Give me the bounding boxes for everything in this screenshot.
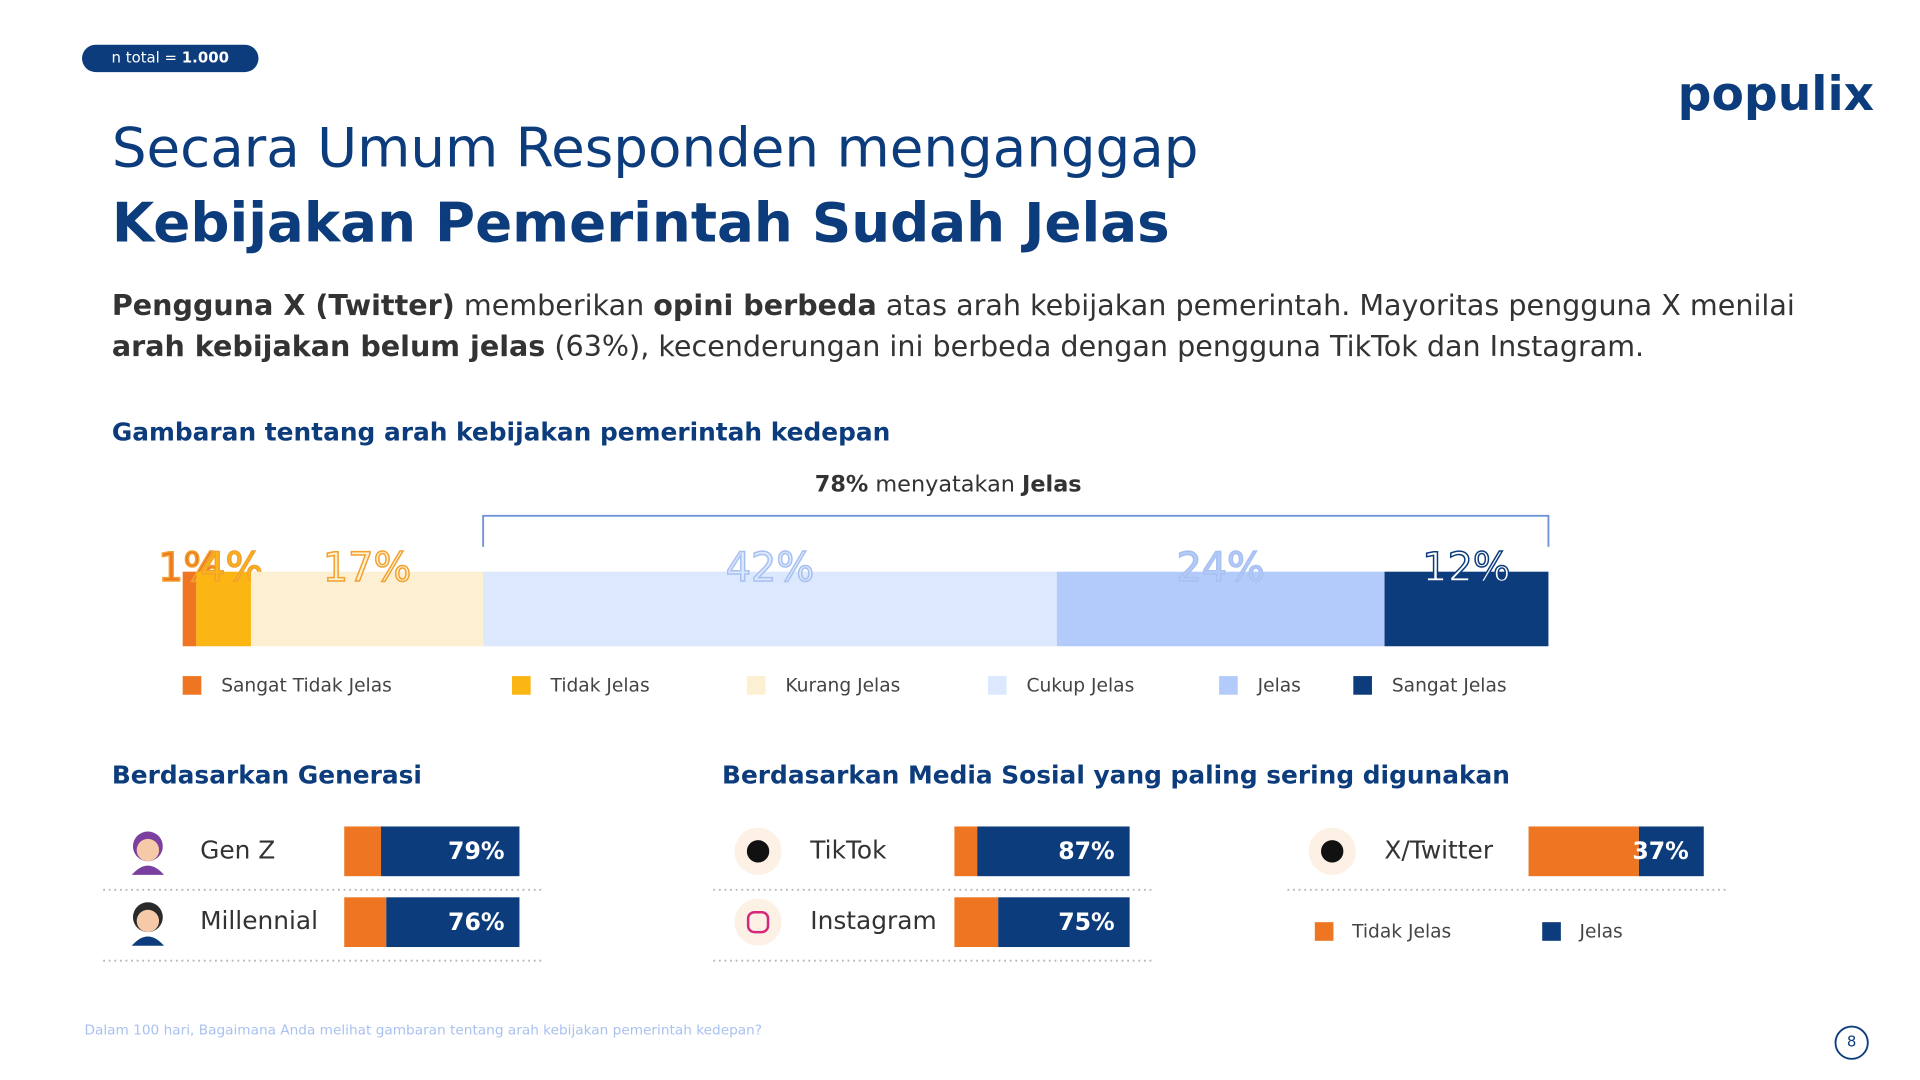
avatar-face bbox=[136, 838, 160, 862]
title-line1: Secara Umum Responden menganggap bbox=[112, 116, 1199, 180]
paragraph-line-segment: Pengguna X (Twitter) bbox=[112, 288, 455, 322]
icon-glyph bbox=[1321, 840, 1344, 863]
category-label: Millennial bbox=[200, 906, 318, 935]
legend-swatch bbox=[182, 676, 202, 695]
category-label: TikTok bbox=[809, 835, 887, 864]
bar-segment bbox=[1384, 571, 1549, 647]
bar-segment bbox=[386, 897, 520, 948]
avatar-body bbox=[131, 865, 165, 875]
category-label: Gen Z bbox=[200, 835, 275, 864]
avatar-body bbox=[131, 936, 165, 946]
annotation-segment: Jelas bbox=[1020, 471, 1082, 497]
badge-bg bbox=[82, 44, 259, 73]
icon-glyph bbox=[746, 910, 770, 934]
bar-segment bbox=[196, 571, 251, 647]
badge-text: n total = 1.000 bbox=[112, 48, 229, 66]
section-title: Berdasarkan Generasi bbox=[112, 761, 422, 790]
title-line2: Kebijakan Pemerintah Sudah Jelas bbox=[112, 190, 1170, 254]
bar-segment bbox=[954, 826, 978, 877]
paragraph-line-segment: arah kebijakan belum jelas bbox=[112, 329, 545, 363]
paragraph-line-segment: (63%), kecenderungan ini berbeda dengan … bbox=[545, 329, 1644, 363]
paragraph-line-segment: atas arah kebijakan pemerintah. Mayorita… bbox=[877, 288, 1795, 322]
value-label: 79% bbox=[448, 837, 505, 865]
value-label: 42% bbox=[726, 545, 814, 591]
value-label: 37% bbox=[1632, 837, 1689, 865]
legend-swatch bbox=[987, 676, 1007, 695]
legend-swatch bbox=[1542, 922, 1561, 941]
bracket bbox=[482, 514, 1550, 547]
value-label: 1% bbox=[158, 545, 221, 591]
bar-segment bbox=[344, 897, 387, 948]
legend-label: Cukup Jelas bbox=[1026, 676, 1134, 697]
legend-swatch bbox=[1314, 922, 1334, 941]
value-label: 24% bbox=[1176, 545, 1264, 591]
category-label: Instagram bbox=[810, 906, 936, 935]
value-label: 17% bbox=[323, 545, 411, 591]
legend-label: Sangat Tidak Jelas bbox=[221, 676, 392, 697]
annotation-segment: menyatakan bbox=[868, 471, 1022, 497]
page-number-circle bbox=[1834, 1025, 1869, 1060]
legend-label: Tidak Jelas bbox=[1351, 922, 1451, 943]
legend-swatch bbox=[1219, 676, 1238, 695]
paragraph-line-segment: memberikan bbox=[455, 288, 654, 322]
paragraph-line-segment: opini berbeda bbox=[653, 288, 876, 322]
chart-title: Gambaran tentang arah kebijakan pemerint… bbox=[112, 418, 890, 447]
icon-glyph bbox=[746, 840, 770, 863]
annotation-segment: 78% bbox=[815, 471, 869, 497]
legend-label: Jelas bbox=[1257, 676, 1301, 697]
category-label: X/Twitter bbox=[1384, 835, 1493, 864]
bar-segment bbox=[1056, 571, 1385, 647]
paragraph-line: arah kebijakan belum jelas (63%), kecend… bbox=[112, 329, 1644, 363]
legend-label: Kurang Jelas bbox=[785, 676, 900, 697]
legend-swatch bbox=[746, 676, 766, 695]
section-title: Berdasarkan Media Sosial yang paling ser… bbox=[722, 761, 1510, 790]
bar-segment bbox=[344, 826, 382, 877]
bar-segment bbox=[182, 571, 197, 647]
bar-segment bbox=[250, 571, 484, 647]
bar-segment bbox=[977, 826, 1130, 877]
annotation: 78% menyatakan Jelas bbox=[815, 471, 1082, 497]
paragraph-line: Pengguna X (Twitter) memberikan opini be… bbox=[112, 288, 1795, 322]
value-label: 76% bbox=[448, 908, 505, 936]
value-label: 12% bbox=[1422, 545, 1510, 591]
bar-segment bbox=[483, 571, 1057, 647]
avatar-face bbox=[136, 909, 160, 933]
legend-swatch bbox=[512, 676, 531, 695]
page-number: 8 bbox=[1847, 1033, 1856, 1051]
legend-label: Sangat Jelas bbox=[1392, 676, 1507, 697]
bar-segment bbox=[998, 897, 1130, 948]
icon bbox=[734, 898, 782, 946]
footnote: Dalam 100 hari, Bagaimana Anda melihat g… bbox=[85, 1022, 763, 1038]
badge-text-segment: 1.000 bbox=[182, 48, 229, 66]
bar-segment bbox=[1528, 826, 1639, 877]
badge-text-segment: n total = bbox=[112, 48, 182, 66]
legend-label: Tidak Jelas bbox=[550, 676, 650, 697]
logo: populix bbox=[1678, 67, 1874, 122]
bar-segment bbox=[1638, 826, 1704, 877]
value-label: 87% bbox=[1058, 837, 1115, 865]
bar-segment bbox=[381, 826, 520, 877]
legend-label: Jelas bbox=[1578, 922, 1622, 943]
legend-swatch bbox=[1353, 676, 1372, 695]
bar-segment bbox=[954, 897, 999, 948]
value-label: 75% bbox=[1058, 908, 1115, 936]
